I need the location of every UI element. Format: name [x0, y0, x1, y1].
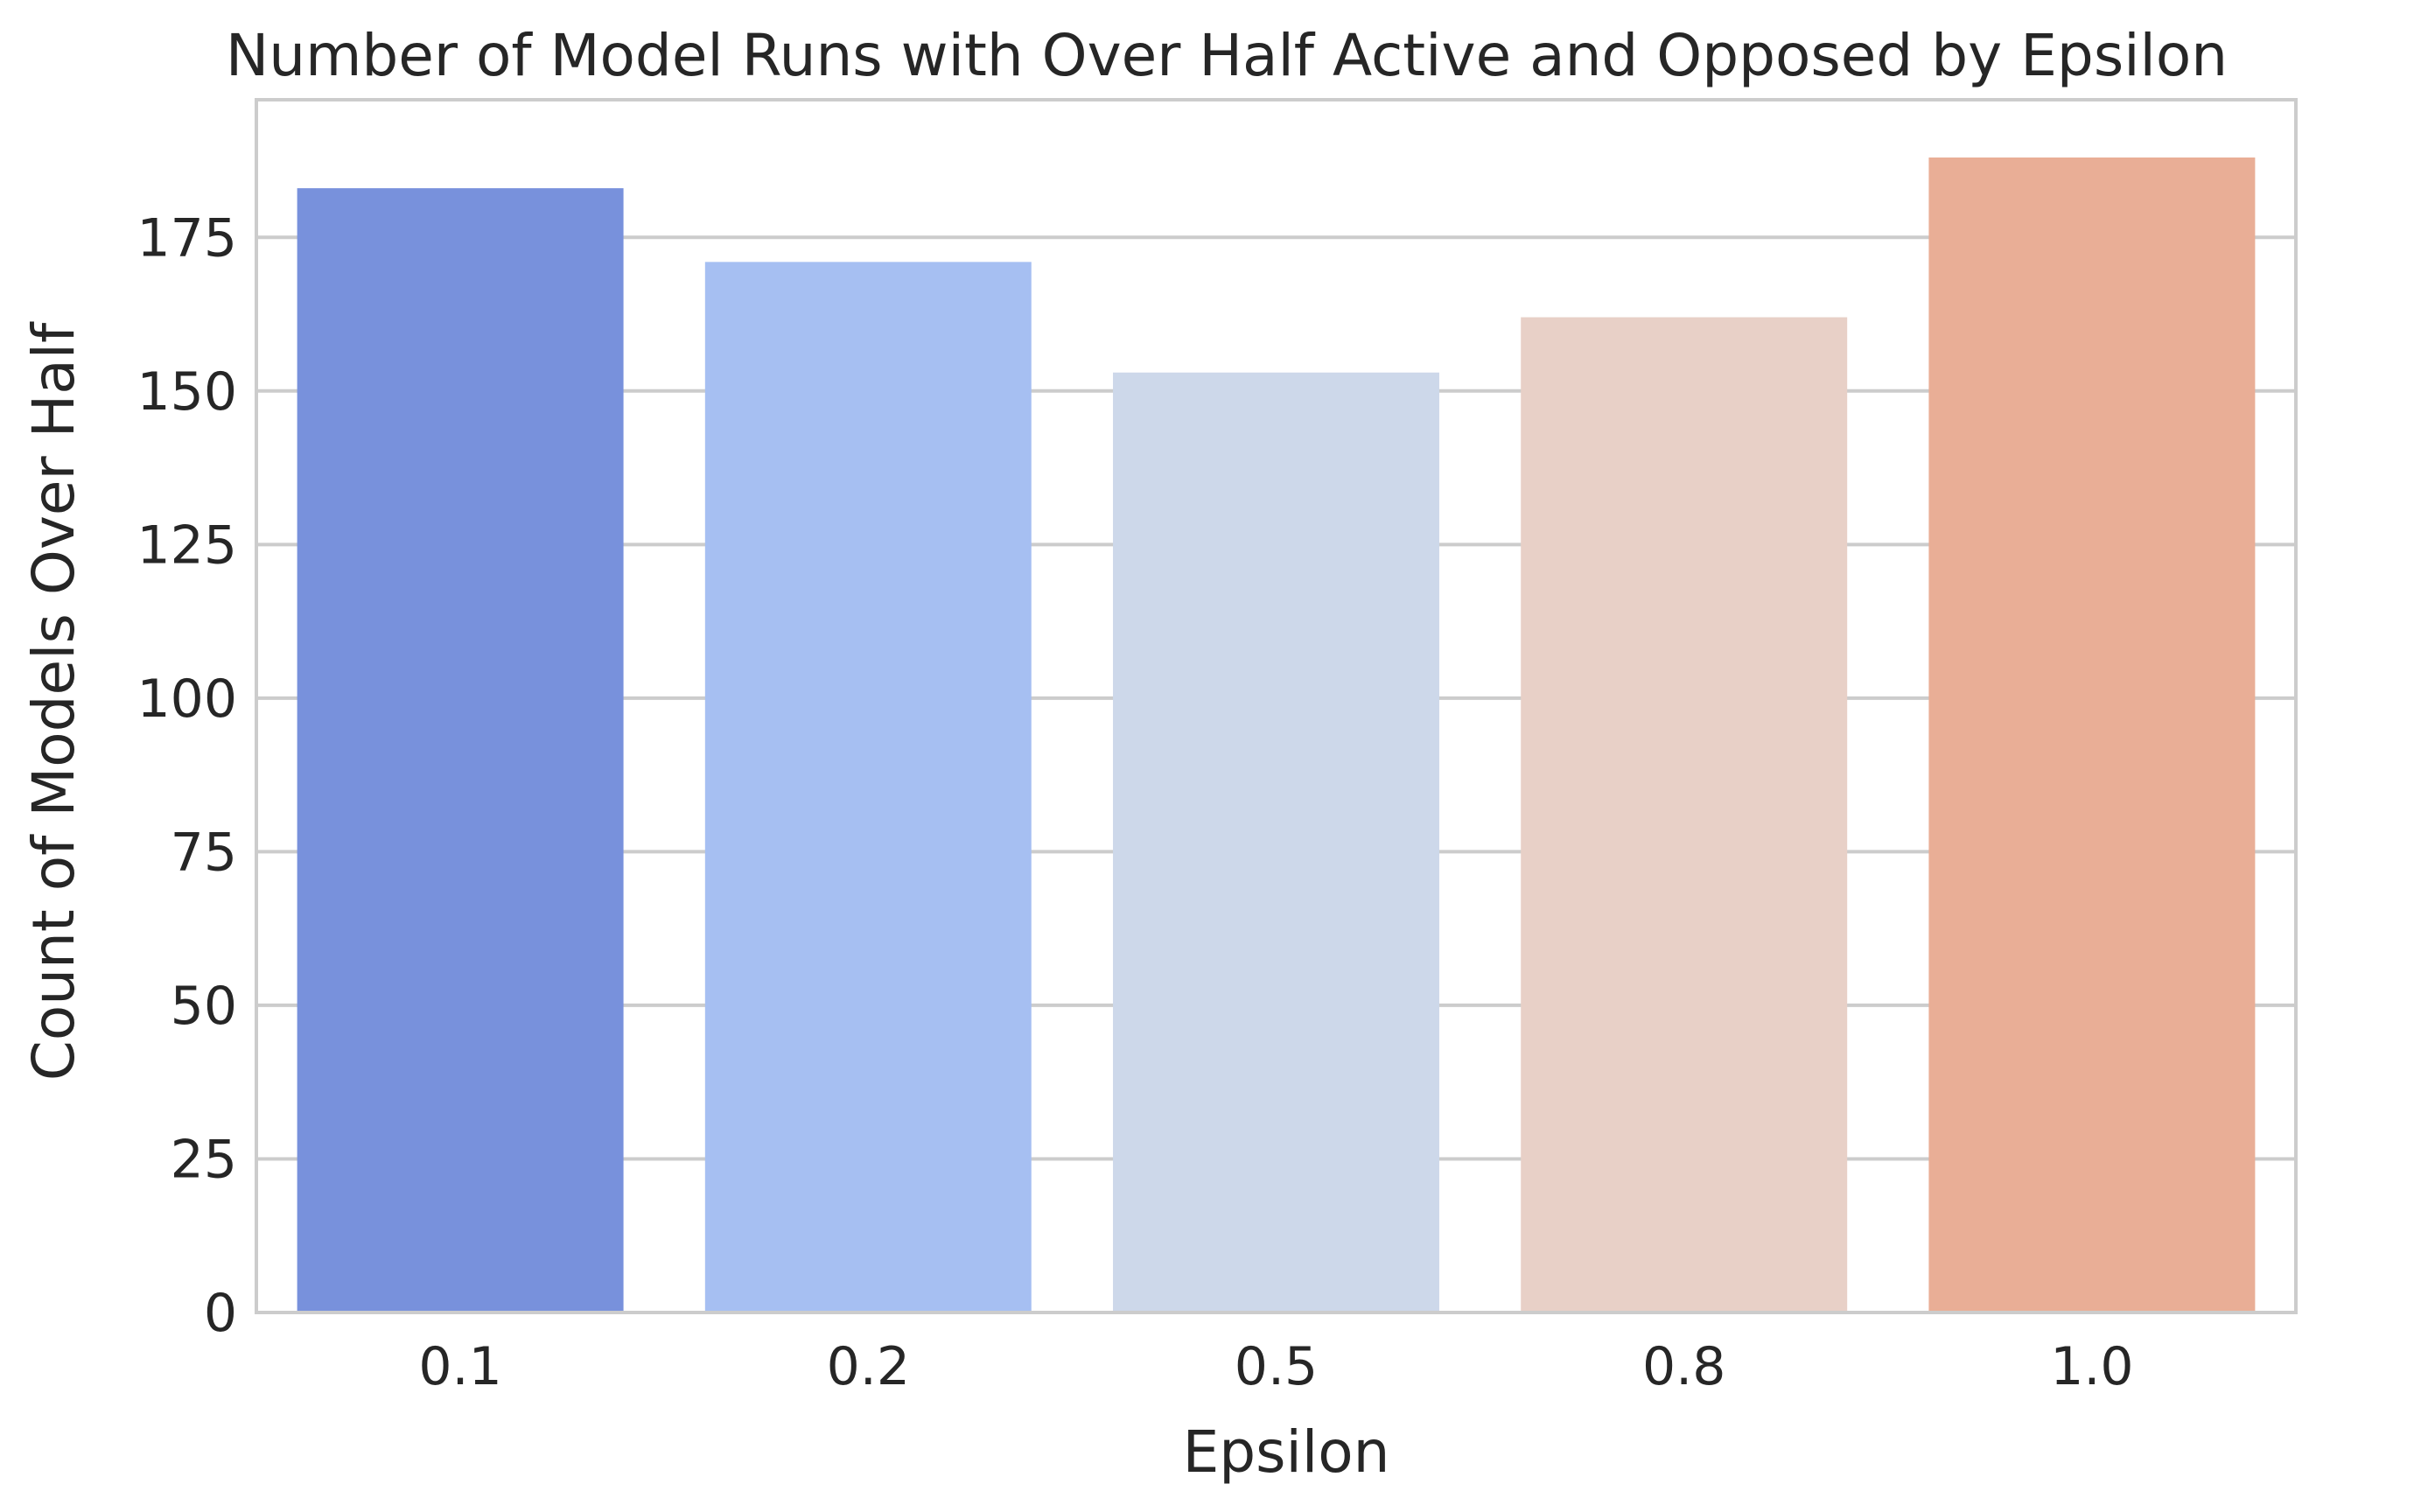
y-tick-labels: 0 25 50 75 100 125 150 175 [136, 207, 237, 1344]
y-tick-label: 50 [171, 976, 237, 1037]
bar-1-0 [1928, 158, 2256, 1312]
bar-0-1 [297, 188, 624, 1312]
y-tick-label: 175 [136, 207, 237, 269]
y-tick-label: 125 [136, 514, 237, 576]
x-tick-label: 0.1 [418, 1336, 501, 1397]
x-tick-labels: 0.1 0.2 0.5 0.8 1.0 [418, 1336, 2133, 1397]
x-axis-label: Epsilon [1183, 1418, 1390, 1486]
plot-border [255, 98, 2298, 1314]
x-tick-label: 0.8 [1642, 1336, 1725, 1397]
y-tick-label: 150 [136, 361, 237, 423]
y-tick-label: 0 [204, 1283, 237, 1344]
chart-title: Number of Model Runs with Over Half Acti… [226, 22, 2228, 89]
plot-frame [255, 98, 2298, 1314]
y-tick-label: 25 [171, 1129, 237, 1190]
y-tick-label: 75 [171, 822, 237, 883]
bars [297, 158, 2256, 1313]
bar-0-5 [1113, 372, 1439, 1313]
x-tick-label: 1.0 [2050, 1336, 2133, 1397]
x-tick-label: 0.2 [827, 1336, 910, 1397]
y-axis-label: Count of Models Over Half [20, 321, 87, 1081]
x-tick-label: 0.5 [1235, 1336, 1318, 1397]
bar-0-8 [1521, 317, 1848, 1312]
bar-0-2 [704, 262, 1032, 1312]
y-tick-label: 100 [136, 668, 237, 730]
